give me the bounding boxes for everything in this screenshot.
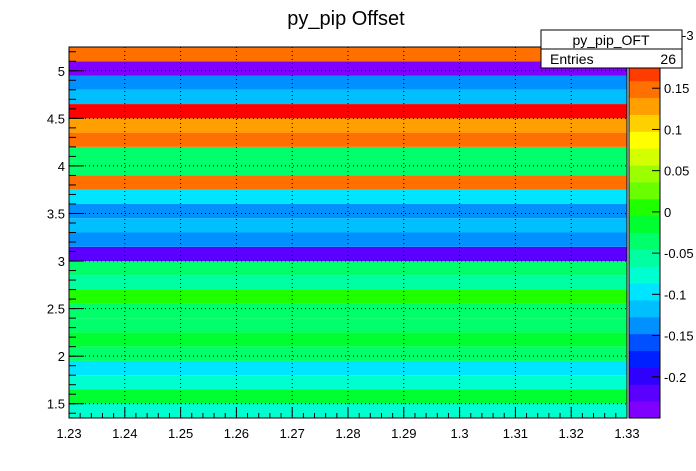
heatmap-bin (69, 61, 627, 76)
z-tick-label: 0.05 (664, 164, 689, 179)
x-tick-label: 1.33 (614, 426, 639, 441)
palette-swatch (629, 181, 660, 200)
heatmap-bin (69, 289, 627, 304)
heatmap-bin (69, 246, 627, 262)
heatmap-bin (69, 75, 627, 90)
x-tick-label: 1.3 (451, 426, 469, 441)
z-tick-label: -0.2 (664, 370, 686, 385)
palette-swatch (629, 333, 660, 352)
z-tick-label: 0.1 (664, 122, 682, 137)
palette-swatch (629, 384, 660, 402)
palette-swatch (629, 114, 660, 132)
grid-lines (69, 47, 627, 418)
palette-swatch (629, 97, 660, 115)
x-axis: 1.23 1.24 1.25 1.26 1.27 1.28 1.29 1.3 1.31 1.32 1… (56, 407, 640, 441)
y-tick-label: 2 (58, 349, 65, 364)
heatmap-bin (69, 89, 627, 105)
heatmap-bin (69, 47, 627, 62)
y-tick-label: 2.5 (47, 302, 65, 317)
heatmap-bin (69, 189, 627, 204)
heatmap-bins (69, 47, 627, 418)
y-tick-label: 5 (58, 64, 65, 79)
palette-swatch (629, 232, 660, 250)
stats-entries-value: 26 (660, 51, 676, 67)
x-tick-label: 1.25 (168, 426, 193, 441)
x-tick-label: 1.23 (56, 426, 81, 441)
heatmap-bin (69, 389, 627, 404)
palette-swatch (629, 266, 660, 284)
z-tick-label: 0 (664, 205, 671, 220)
palette-swatch (629, 299, 660, 318)
palette-swatch (629, 401, 660, 419)
z-tick-label: -0.05 (664, 246, 694, 261)
heatmap-bin (69, 118, 627, 133)
y-tick-label: 4 (58, 159, 65, 174)
stats-entries-label: Entries (550, 51, 594, 67)
x-tick-label: 1.26 (224, 426, 249, 441)
y-axis: 1.5 2 2.5 3 3.5 4 4.5 5 (47, 51, 84, 414)
palette-swatch (629, 316, 660, 335)
palette-swatch (629, 283, 660, 301)
palette-swatch (629, 367, 660, 385)
palette-swatch (629, 148, 660, 166)
heatmap-bin (69, 346, 627, 361)
x-tick-label: 1.32 (559, 426, 584, 441)
y-tick-label: 3 (58, 254, 65, 269)
palette-swatch (629, 249, 660, 267)
heatmap-bin (69, 261, 627, 276)
palette-swatch (629, 165, 660, 183)
color-palette (628, 46, 661, 419)
x-tick-label: 1.24 (112, 426, 137, 441)
y-tick-label: 4.5 (47, 111, 65, 126)
stats-box: py_pip_OFT Entries 26 (540, 29, 683, 69)
heatmap-bin (69, 218, 627, 233)
heatmap-bin (69, 375, 627, 390)
palette-swatch (629, 131, 660, 149)
x-tick-label: 1.28 (335, 426, 360, 441)
heatmap-bin (69, 275, 627, 290)
heatmap-bin (69, 360, 627, 376)
z-tick-label: -0.1 (664, 287, 686, 302)
heatmap-bin (69, 146, 627, 162)
color-scale-exponent: -3 (682, 28, 694, 43)
stats-box-name: py_pip_OFT (572, 32, 649, 48)
palette-swatch (629, 350, 660, 368)
z-tick-label: 0.15 (664, 81, 689, 96)
palette-swatch (629, 80, 660, 99)
y-tick-label: 1.5 (47, 397, 65, 412)
x-tick-label: 1.31 (503, 426, 528, 441)
heatmap-bin (69, 303, 627, 319)
palette-swatch (629, 215, 660, 233)
heatmap-bin (69, 161, 627, 176)
palette-swatch (629, 198, 660, 217)
chart-title: py_pip Offset (287, 8, 405, 30)
y-tick-label: 3.5 (47, 206, 65, 221)
heatmap-bin (69, 318, 627, 333)
heatmap-bin (69, 175, 627, 190)
z-tick-label: -0.15 (664, 329, 694, 344)
x-tick-label: 1.27 (280, 426, 305, 441)
color-scale-axis: 0.15 0.1 0.05 0 -0.05 -0.1 -0.15 -0.2 (652, 81, 694, 385)
x-tick-label: 1.29 (391, 426, 416, 441)
